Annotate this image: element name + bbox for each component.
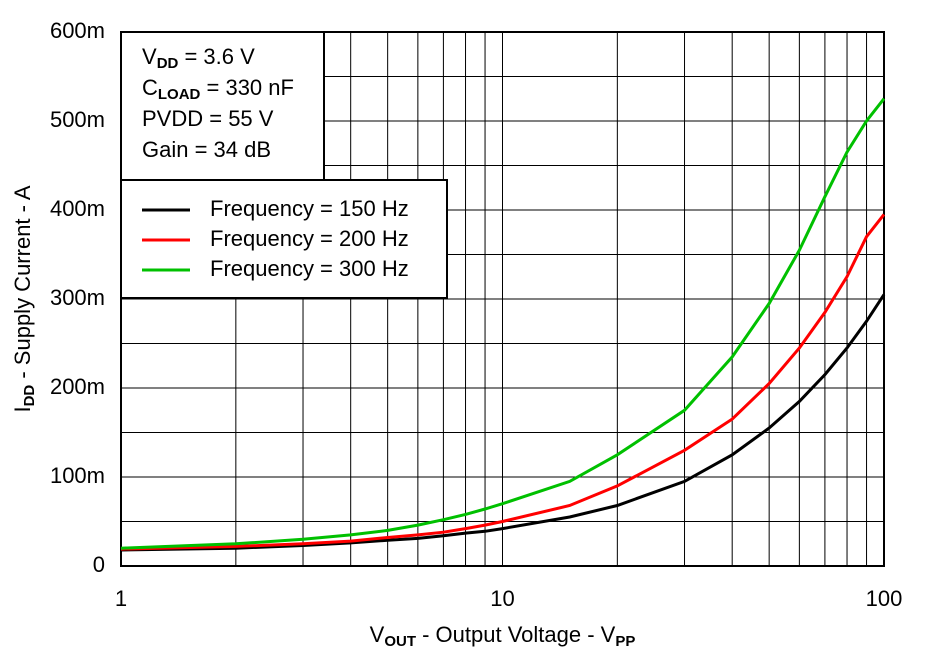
- x-axis-label-part: PP: [615, 633, 635, 650]
- legend-label: Frequency = 150 Hz: [210, 196, 409, 221]
- y-tick-label: 0: [93, 552, 105, 577]
- annotation: Gain = 34 dB: [142, 137, 271, 162]
- annotation-part: DD: [157, 55, 179, 72]
- annotation-part: = 3.6 V: [178, 44, 255, 69]
- y-tick-label: 600m: [50, 18, 105, 43]
- y-axis-label: IDD - Supply Current - A: [10, 185, 38, 412]
- annotation-box: [120, 31, 325, 181]
- data-line: [120, 213, 886, 551]
- data-line: [120, 97, 886, 550]
- annotation: PVDD = 55 V: [142, 106, 274, 131]
- y-tick-label: 100m: [50, 463, 105, 488]
- annotation-part: = 330 nF: [200, 75, 294, 100]
- y-axis-label-part: DD: [21, 385, 38, 407]
- annotation-part: Gain = 34 dB: [142, 137, 271, 162]
- y-tick-label: 500m: [50, 107, 105, 132]
- y-tick-label: 400m: [50, 196, 105, 221]
- annotation-part: PVDD = 55 V: [142, 106, 274, 131]
- y-tick-label: 300m: [50, 285, 105, 310]
- annotation-part: V: [142, 44, 157, 69]
- legend-label: Frequency = 200 Hz: [210, 226, 409, 251]
- x-tick-label: 10: [490, 586, 514, 611]
- legend-label: Frequency = 300 Hz: [210, 256, 409, 281]
- y-axis-label-part: I: [10, 406, 35, 412]
- y-tick-label: 200m: [50, 374, 105, 399]
- data-line: [120, 293, 886, 552]
- annotation-part: LOAD: [158, 86, 201, 103]
- y-axis-label-part: - Supply Current - A: [10, 185, 35, 385]
- x-axis-label: VOUT - Output Voltage - VPP: [370, 622, 636, 650]
- x-axis-label-part: - Output Voltage - V: [416, 622, 616, 647]
- x-axis-label-part: V: [370, 622, 385, 647]
- annotation-part: C: [142, 75, 158, 100]
- annotation: CLOAD = 330 nF: [142, 75, 294, 103]
- x-axis-label-part: OUT: [384, 633, 416, 650]
- x-tick-label: 1: [115, 586, 127, 611]
- x-tick-label: 100: [866, 586, 903, 611]
- annotation: VDD = 3.6 V: [142, 44, 255, 72]
